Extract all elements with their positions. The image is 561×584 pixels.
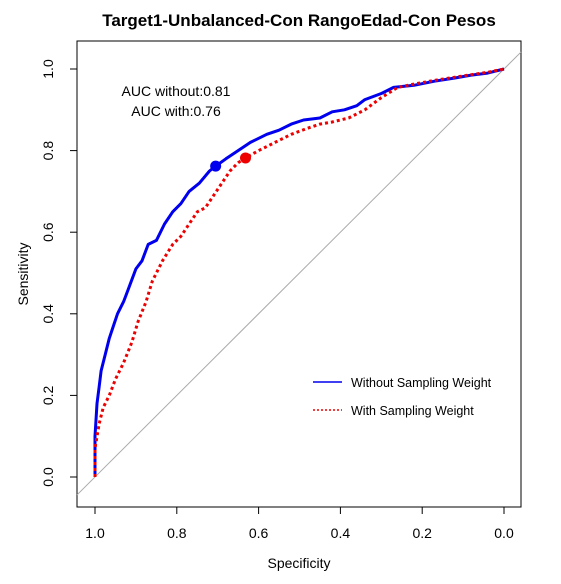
x-tick-label: 0.6 [249, 525, 269, 541]
y-tick-label: 0.4 [40, 304, 56, 324]
threshold-point-with [240, 152, 252, 164]
auc-without-annotation: AUC without:0.81 [122, 83, 231, 99]
y-tick-label: 0.2 [40, 385, 56, 405]
threshold-point-without [210, 160, 222, 172]
series-line-with-sampling-weight [93, 67, 505, 477]
x-tick-label: 1.0 [85, 525, 105, 541]
x-tick-label: 0.0 [494, 525, 514, 541]
legend-label-with: With Sampling Weight [351, 404, 474, 418]
y-tick-label: 0.0 [40, 467, 56, 487]
auc-with-annotation: AUC with:0.76 [131, 103, 221, 119]
y-tick-label: 1.0 [40, 59, 56, 79]
y-axis-label: Sensitivity [15, 242, 31, 305]
chart-title: Target1-Unbalanced-Con RangoEdad-Con Pes… [102, 11, 496, 30]
legend-label-without: Without Sampling Weight [351, 376, 492, 390]
x-axis-label: Specificity [267, 555, 330, 571]
x-axis: 1.0 0.8 0.6 0.4 0.2 0.0 [85, 506, 514, 541]
y-tick-label: 0.8 [40, 141, 56, 161]
x-tick-label: 0.2 [412, 525, 432, 541]
legend: Without Sampling Weight With Sampling We… [313, 376, 492, 418]
x-tick-label: 0.8 [167, 525, 187, 541]
y-tick-label: 0.6 [40, 222, 56, 242]
y-axis: 0.0 0.2 0.4 0.6 0.8 1.0 [40, 59, 78, 487]
diagonal-reference-line [76, 51, 522, 496]
x-tick-label: 0.4 [331, 525, 351, 541]
